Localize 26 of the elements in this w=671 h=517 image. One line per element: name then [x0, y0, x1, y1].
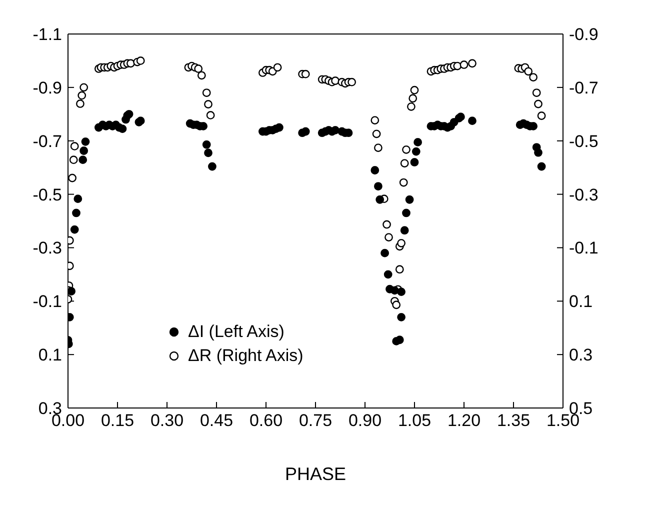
x-tick-label: 0.15 [100, 411, 134, 430]
x-tick-label: 0.75 [298, 411, 332, 430]
legend-label: ΔR (Right Axis) [188, 345, 304, 367]
y-tick-label: 0.1 [38, 346, 62, 365]
y2-tick-label: -0.5 [569, 132, 598, 151]
y2-tick-label: 0.1 [569, 292, 593, 312]
x-tick-label: 1.35 [496, 411, 530, 430]
y-tick-label: -0.9 [32, 78, 62, 98]
y-tick-label: -1.1 [32, 25, 62, 44]
x-tick-label: 0.45 [200, 411, 234, 430]
y-tick-label: -0.5 [32, 185, 62, 204]
x-tick-label: 0.60 [249, 411, 283, 430]
legend-label: ΔI (Left Axis) [188, 321, 284, 343]
y-tick-label: -0.1 [32, 292, 62, 312]
x-tick-label: 0.30 [150, 411, 184, 430]
x-tick-label: 1.05 [398, 411, 432, 430]
x-axis-title: PHASE [284, 464, 346, 484]
y2-tick-label: -0.1 [569, 238, 598, 258]
x-tick-label: 1.20 [447, 411, 481, 430]
y2-tick-label: -0.3 [569, 185, 598, 204]
y2-tick-label: 0.3 [569, 346, 593, 365]
y2-tick-label: -0.7 [569, 78, 598, 98]
y2-tick-label: -0.9 [569, 25, 598, 44]
x-tick-label: 0.90 [348, 411, 382, 430]
y-tick-label: -0.7 [32, 132, 62, 151]
y-tick-label: -0.3 [32, 238, 62, 258]
